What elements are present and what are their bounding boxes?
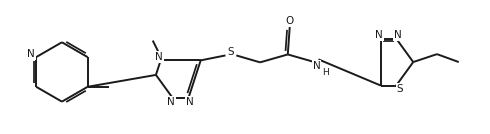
Text: N: N xyxy=(186,97,194,107)
Text: N: N xyxy=(375,30,383,40)
Text: S: S xyxy=(397,84,403,94)
Text: O: O xyxy=(286,16,294,26)
Text: N: N xyxy=(167,97,175,107)
Text: H: H xyxy=(322,68,329,77)
Text: N: N xyxy=(155,52,163,62)
Text: N: N xyxy=(313,61,320,71)
Text: S: S xyxy=(227,47,234,57)
Text: N: N xyxy=(394,30,402,40)
Text: N: N xyxy=(27,49,35,59)
